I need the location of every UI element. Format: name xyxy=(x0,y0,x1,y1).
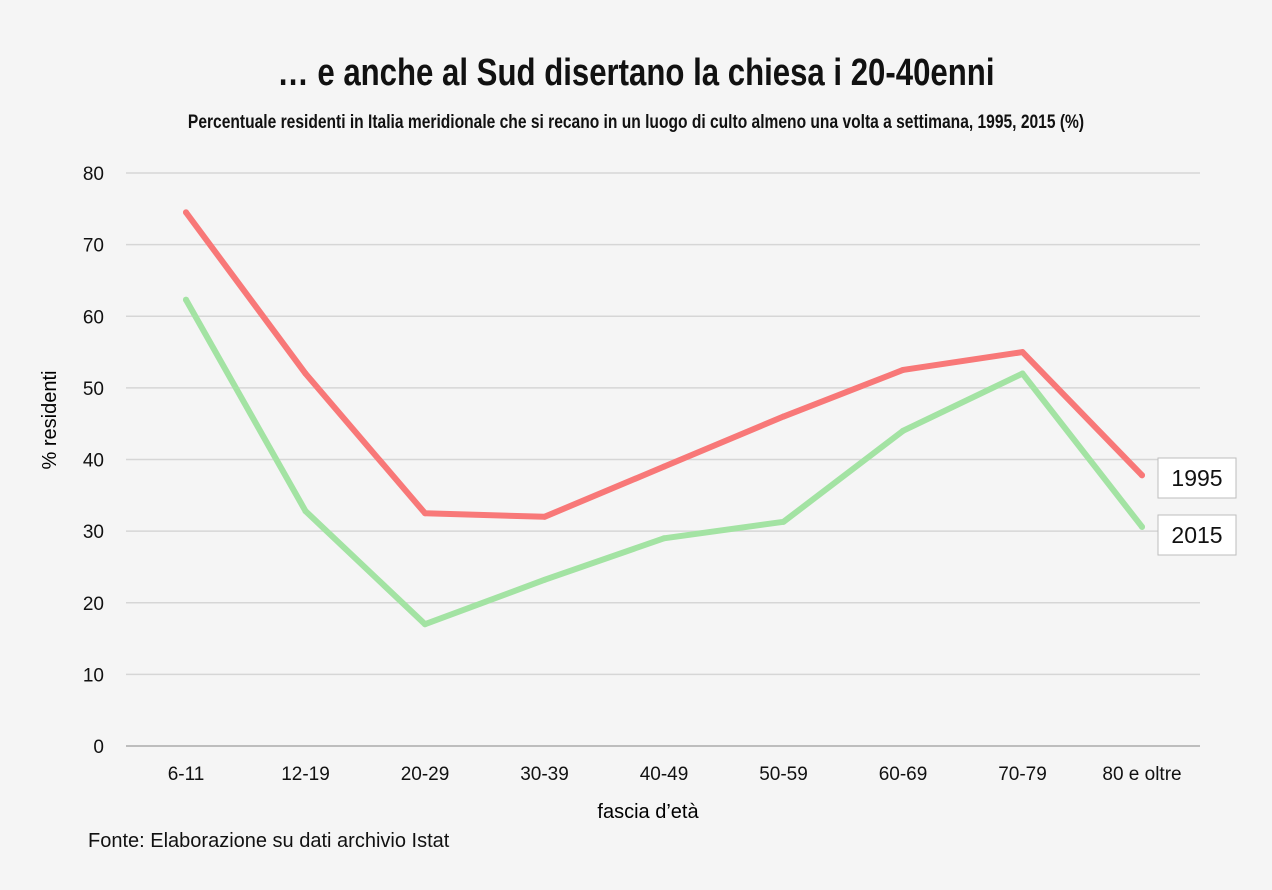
y-axis-label: % residenti xyxy=(39,371,61,470)
series-label-box xyxy=(1157,514,1237,556)
x-axis-label: fascia d’età xyxy=(597,801,699,823)
x-tick-label: 70-79 xyxy=(998,764,1047,785)
data-point-1995 xyxy=(541,513,548,520)
x-tick-label: 50-59 xyxy=(759,764,808,785)
data-point-2015 xyxy=(900,427,906,434)
data-point-1995 xyxy=(780,413,787,420)
series-label: 2015 xyxy=(1171,522,1222,548)
y-tick-label: 20 xyxy=(83,594,104,615)
data-point-2015 xyxy=(302,508,309,515)
data-point-2015 xyxy=(780,518,787,525)
data-point-2015 xyxy=(183,296,189,303)
y-tick-label: 60 xyxy=(83,307,104,328)
source-note: Fonte: Elaborazione su dati archivio Ist… xyxy=(88,830,450,852)
y-tick-label: 50 xyxy=(83,379,104,400)
data-point-1995 xyxy=(183,209,189,216)
data-point-1995 xyxy=(302,370,309,377)
data-point-1995 xyxy=(1139,472,1145,479)
data-point-2015 xyxy=(661,535,667,542)
series-label: 1995 xyxy=(1171,465,1222,491)
y-tick-label: 30 xyxy=(83,522,104,543)
series-label-box xyxy=(1157,457,1237,499)
data-point-1995 xyxy=(661,463,667,470)
x-tick-label: 80 e oltre xyxy=(1102,764,1181,785)
data-point-2015 xyxy=(1139,523,1145,530)
x-tick-label: 12-19 xyxy=(281,764,330,785)
data-point-1995 xyxy=(1019,349,1026,356)
y-tick-label: 70 xyxy=(83,236,104,257)
x-tick-label: 60-69 xyxy=(879,764,928,785)
chart-title: … e anche al Sud disertano la chiesa i 2… xyxy=(277,52,995,94)
series-line-1995 xyxy=(183,209,1145,520)
x-tick-label: 20-29 xyxy=(401,764,450,785)
x-tick-label: 30-39 xyxy=(520,764,569,785)
series-line-2015 xyxy=(183,296,1145,628)
y-tick-label: 40 xyxy=(83,451,104,472)
data-point-2015 xyxy=(1019,370,1026,377)
data-point-1995 xyxy=(900,366,906,373)
data-point-1995 xyxy=(422,510,428,517)
y-tick-label: 80 xyxy=(83,164,104,185)
x-tick-label: 40-49 xyxy=(640,764,689,785)
y-tick-label: 0 xyxy=(93,737,104,758)
y-tick-label: 10 xyxy=(83,665,104,686)
data-point-2015 xyxy=(541,576,548,583)
data-point-2015 xyxy=(422,621,428,628)
x-tick-label: 6-11 xyxy=(168,764,205,785)
chart-subtitle: Percentuale residenti in Italia meridion… xyxy=(187,112,1085,133)
